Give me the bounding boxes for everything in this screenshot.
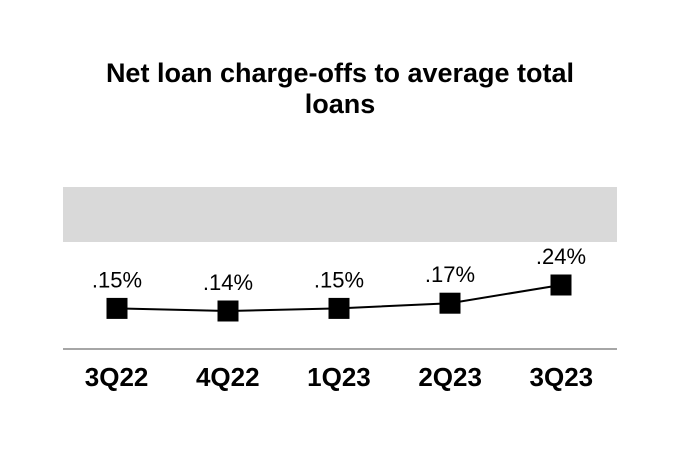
- data-point-marker: [328, 297, 350, 319]
- chart-title: Net loan charge-offs to average total lo…: [105, 58, 575, 119]
- x-axis-label: 3Q23: [529, 362, 594, 392]
- x-axis-label: 4Q22: [195, 362, 260, 392]
- x-axis-line: [63, 348, 617, 350]
- data-point-marker: [550, 274, 572, 296]
- data-point-label: .17%: [425, 262, 475, 287]
- x-axis-label: 2Q23: [418, 362, 482, 392]
- data-point-label: .14%: [203, 270, 253, 295]
- data-point-label: .24%: [536, 244, 586, 269]
- highlight-band: [63, 187, 617, 242]
- x-axis-label: 3Q22: [84, 362, 149, 392]
- x-axis-label: 1Q23: [307, 362, 371, 392]
- data-point-marker: [217, 300, 239, 322]
- x-axis-labels: 3Q22 4Q22 1Q23 2Q23 3Q23: [61, 362, 617, 392]
- data-point-label: .15%: [314, 267, 364, 292]
- data-point-marker: [439, 292, 461, 314]
- data-point-marker: [106, 297, 128, 319]
- data-point-label: .15%: [92, 267, 142, 292]
